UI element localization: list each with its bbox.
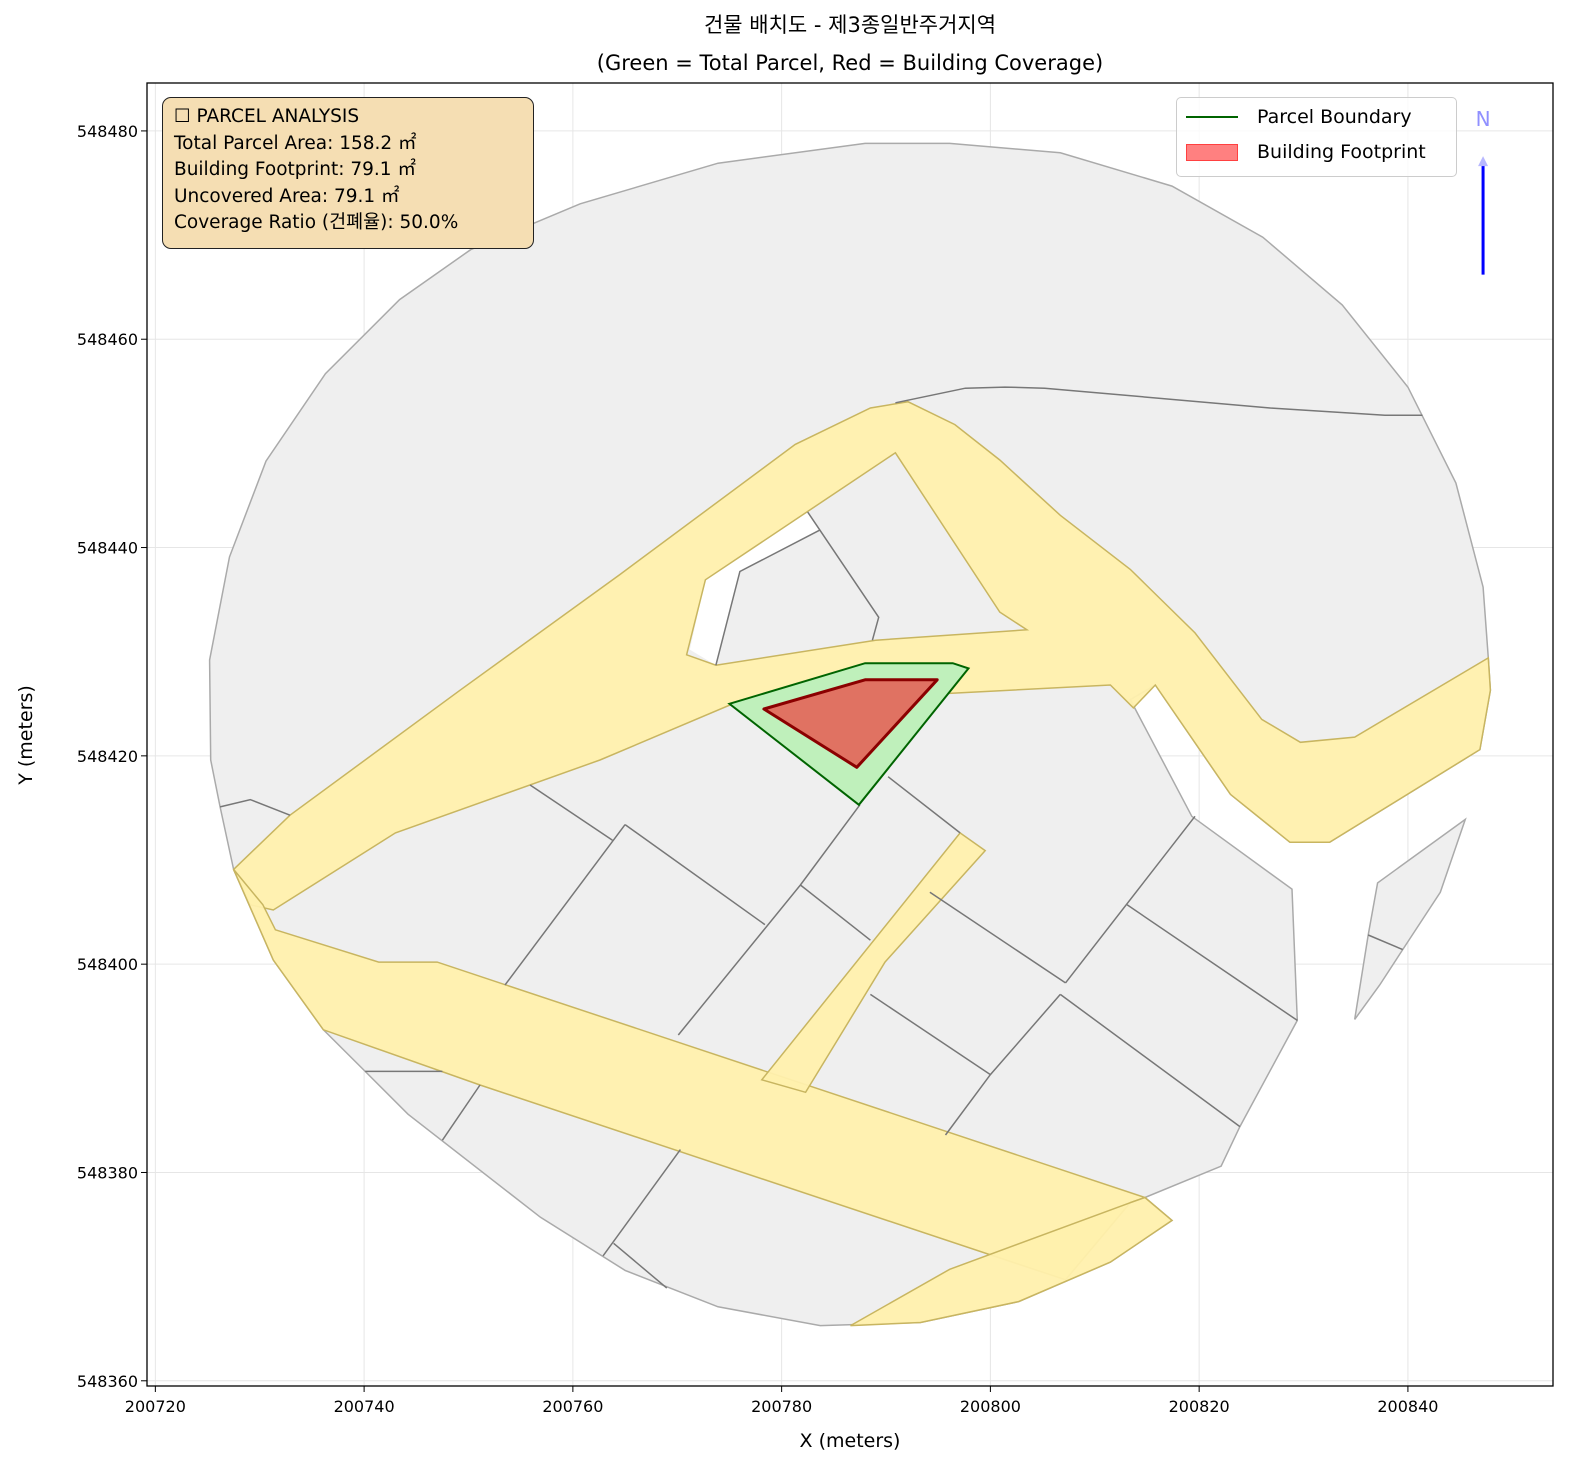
parcel-line xyxy=(887,776,961,834)
y-axis-label: Y (meters) xyxy=(15,685,37,786)
legend-item-parcel-boundary: Parcel Boundary xyxy=(1177,106,1412,128)
x-tick-label: 200820 xyxy=(1169,1397,1230,1416)
parcel-line xyxy=(1064,815,1196,984)
parcel-line xyxy=(869,993,991,1076)
y-tick-label: 548440 xyxy=(77,539,138,558)
parcel-line xyxy=(1126,904,1298,1022)
parcel-line xyxy=(929,891,1066,984)
x-tick-label: 200740 xyxy=(334,1397,395,1416)
parcel-line xyxy=(624,823,766,926)
north-arrow: N xyxy=(1476,107,1491,275)
north-arrow-label: N xyxy=(1476,107,1491,131)
plot-frame xyxy=(146,82,1554,1387)
legend-label: Parcel Boundary xyxy=(1257,106,1412,128)
parcel-line xyxy=(613,1242,668,1289)
chart-subtitle: (Green = Total Parcel, Red = Building Co… xyxy=(597,51,1103,75)
parcel-line xyxy=(895,386,1423,417)
road-area xyxy=(850,1196,1174,1327)
north-arrow-head xyxy=(1478,156,1489,167)
parcel-line xyxy=(504,824,626,986)
info-heading: ☐ PARCEL ANALYSIS xyxy=(174,106,360,127)
parcel-line xyxy=(715,529,821,666)
legend-patch-swatch xyxy=(1186,143,1238,161)
parcel-line xyxy=(219,798,291,816)
parcel-line xyxy=(441,1084,481,1141)
parcel-line xyxy=(807,511,880,641)
info-total-area: Total Parcel Area: 158.2 ㎡ xyxy=(174,132,417,154)
legend-label: Building Footprint xyxy=(1257,141,1426,163)
building-footprint xyxy=(762,678,939,769)
x-tick-label: 200840 xyxy=(1377,1397,1438,1416)
legend-item-building-footprint: Building Footprint xyxy=(1177,141,1426,163)
x-tick-label: 200720 xyxy=(125,1397,186,1416)
info-building-footprint: Building Footprint: 79.1 ㎡ xyxy=(174,159,416,180)
open-gap xyxy=(689,512,821,666)
x-axis-label: X (meters) xyxy=(800,1430,901,1452)
y-tick-label: 548400 xyxy=(77,955,138,974)
y-tick-label: 548420 xyxy=(77,747,138,766)
parcel-line xyxy=(529,784,613,841)
x-tick-label: 200800 xyxy=(960,1397,1021,1416)
parcel-line xyxy=(1367,934,1403,951)
axis-ticks: 200720 200740 200760 200780 200800 200820 2008… xyxy=(77,122,1439,1416)
parcel-line xyxy=(1059,993,1241,1128)
y-tick-label: 548360 xyxy=(77,1372,138,1391)
roads xyxy=(232,400,1492,1327)
y-tick-label: 548460 xyxy=(77,330,138,349)
x-tick-label: 200780 xyxy=(751,1397,812,1416)
parcel-line xyxy=(799,884,871,941)
target-parcel xyxy=(727,662,971,807)
inner-parcel-lines xyxy=(219,386,1423,1289)
x-tick-label: 200760 xyxy=(542,1397,603,1416)
legend-line-swatch xyxy=(1186,116,1238,118)
y-tick-label: 548480 xyxy=(77,122,138,141)
context-area xyxy=(1353,817,1467,1020)
road-area xyxy=(760,831,987,1094)
info-uncovered-area: Uncovered Area: 79.1 ㎡ xyxy=(174,185,400,207)
chart-title: 건물 배치도 - 제3종일반주거지역 xyxy=(704,13,996,37)
parcel-analysis-box: ☐ PARCEL ANALYSIS Total Parcel Area: 158… xyxy=(162,97,534,249)
y-tick-label: 548380 xyxy=(77,1163,138,1182)
road-area xyxy=(232,400,1492,911)
legend: Parcel Boundary Building Footprint xyxy=(1176,97,1457,177)
info-coverage-ratio: Coverage Ratio (건폐율): 50.0% xyxy=(174,212,459,233)
parcel-line xyxy=(602,1149,682,1257)
